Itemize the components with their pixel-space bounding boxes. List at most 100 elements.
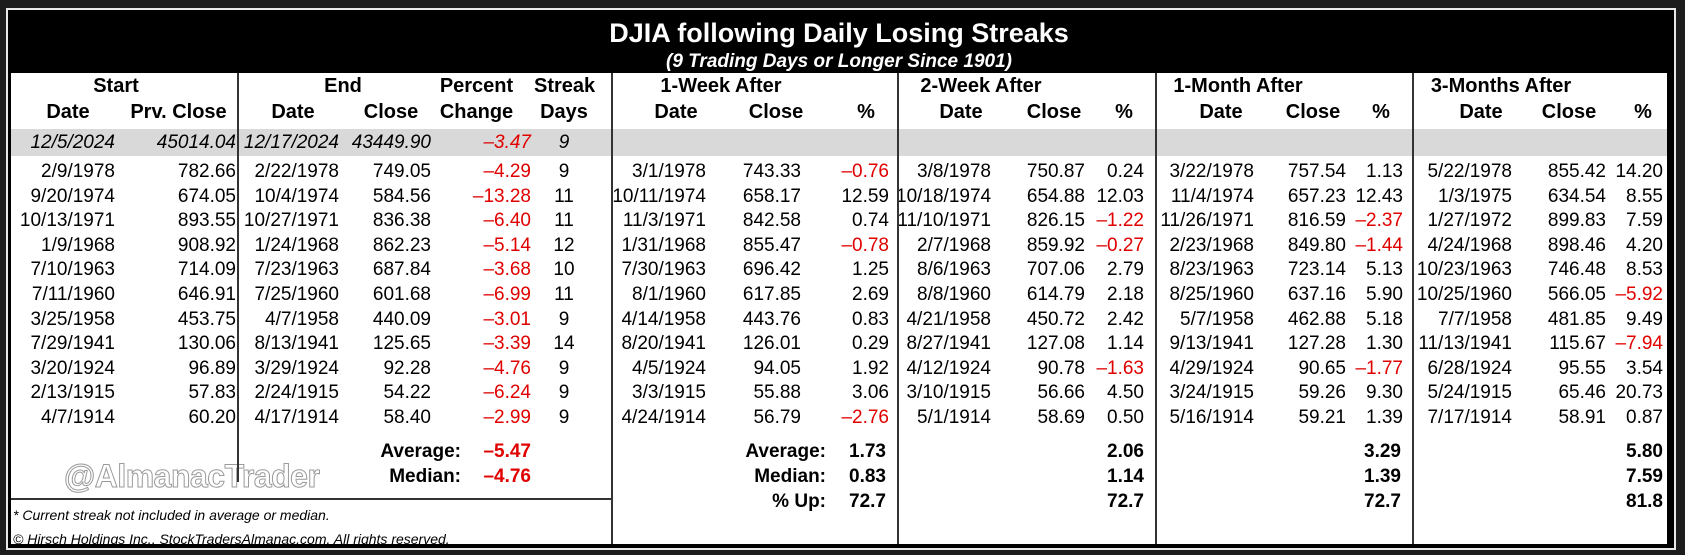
current-pct-change: –3.47: [483, 132, 531, 153]
cell-pct-change: –13.28: [472, 186, 531, 207]
cell-2w-pct: –1.63: [1096, 358, 1144, 379]
cell-start-date: 2/9/1978: [41, 161, 115, 182]
cell-end-date: 4/17/1914: [254, 407, 339, 428]
cell-start-date: 3/20/1924: [30, 358, 115, 379]
cell-2w-date: 10/18/1974: [896, 186, 992, 207]
cell-1w-close: 617.85: [742, 284, 801, 305]
cell-prv-close: 893.55: [177, 210, 236, 231]
cell-1m-date: 8/23/1963: [1169, 259, 1254, 280]
cell-1w-pct: 12.59: [841, 186, 889, 207]
cell-2w-pct: 0.24: [1107, 161, 1144, 182]
cell-1m-close: 657.23: [1287, 186, 1346, 207]
cell-pct-change: –6.99: [483, 284, 531, 305]
cell-2w-date: 11/10/1971: [897, 210, 991, 231]
cell-pct-change: –6.24: [483, 382, 531, 403]
cell-2w-date: 4/12/1924: [906, 358, 991, 379]
median-1m: 1.39: [1364, 466, 1401, 487]
divider-3months: [1412, 73, 1414, 544]
cell-end-date: 1/24/1968: [254, 235, 339, 256]
cell-1m-date: 11/4/1974: [1170, 186, 1254, 207]
cell-pct-change: –4.29: [483, 161, 531, 182]
cell-1w-date: 8/1/1960: [632, 284, 706, 305]
subheader-end-date: Date: [271, 101, 315, 123]
cell-3m-pct: 7.59: [1626, 210, 1663, 231]
cell-2w-close: 90.78: [1037, 358, 1085, 379]
cell-3m-pct: 8.53: [1626, 259, 1663, 280]
title-bar: DJIA following Daily Losing Streaks (9 T…: [11, 13, 1667, 73]
cell-prv-close: 782.66: [177, 161, 236, 182]
cell-3m-close: 481.85: [1547, 309, 1606, 330]
cell-1w-close: 126.01: [742, 333, 801, 354]
cell-3m-close: 746.48: [1547, 259, 1606, 280]
cell-prv-close: 714.09: [177, 259, 236, 280]
cell-3m-close: 58.91: [1558, 407, 1606, 428]
cell-1m-close: 757.54: [1287, 161, 1346, 182]
cell-1w-date: 4/14/1958: [621, 309, 706, 330]
header-end: End: [324, 75, 362, 97]
header-3-months: 3-Months After: [1430, 75, 1572, 97]
cell-1w-pct: 1.25: [852, 259, 889, 280]
cell-streak-days: 11: [554, 284, 574, 305]
cell-1w-close: 696.42: [742, 259, 801, 280]
average-label: Average:: [380, 441, 461, 462]
median-change: –4.76: [483, 466, 531, 487]
subheader-2w-close: Close: [1026, 101, 1082, 123]
header-1-month: 1-Month After: [1173, 75, 1303, 97]
cell-3m-close: 566.05: [1547, 284, 1606, 305]
cell-1w-close: 743.33: [742, 161, 801, 182]
cell-1m-date: 9/13/1941: [1169, 333, 1254, 354]
average-1m: 3.29: [1364, 441, 1401, 462]
cell-end-date: 3/29/1924: [254, 358, 339, 379]
table-title: DJIA following Daily Losing Streaks: [609, 18, 1069, 48]
cell-start-date: 2/13/1915: [30, 382, 115, 403]
median-label: Median:: [389, 466, 461, 487]
cell-3m-close: 95.55: [1558, 358, 1606, 379]
cell-1w-close: 55.88: [753, 382, 801, 403]
current-streak-days: 9: [558, 132, 570, 153]
cell-1m-pct: –2.37: [1355, 210, 1403, 231]
up-label: % Up:: [772, 491, 826, 512]
cell-pct-change: –6.40: [483, 210, 531, 231]
cell-3m-date: 7/17/1914: [1427, 407, 1512, 428]
cell-2w-pct: 1.14: [1107, 333, 1144, 354]
cell-2w-close: 654.88: [1026, 186, 1085, 207]
cell-1w-pct: 0.83: [852, 309, 889, 330]
cell-1w-pct: –0.78: [841, 235, 889, 256]
cell-1m-pct: 5.90: [1366, 284, 1403, 305]
cell-1m-date: 3/24/1915: [1169, 382, 1254, 403]
cell-1w-date: 3/1/1978: [632, 161, 706, 182]
cell-2w-pct: 4.50: [1107, 382, 1144, 403]
cell-3m-pct: 9.49: [1626, 309, 1663, 330]
cell-1w-pct: 2.69: [852, 284, 889, 305]
cell-3m-pct: –7.94: [1615, 333, 1663, 354]
cell-start-date: 1/9/1968: [41, 235, 115, 256]
cell-start-date: 7/10/1963: [30, 259, 115, 280]
cell-prv-close: 130.06: [177, 333, 236, 354]
cell-2w-close: 859.92: [1026, 235, 1085, 256]
cell-1m-pct: 1.13: [1366, 161, 1403, 182]
header-2-week: 2-Week After: [920, 75, 1042, 97]
current-prv-close: 45014.04: [156, 132, 236, 153]
cell-1w-close: 94.05: [753, 358, 801, 379]
cell-3m-pct: 0.87: [1626, 407, 1663, 428]
cell-3m-date: 5/22/1978: [1427, 161, 1512, 182]
cell-end-close: 92.28: [383, 358, 431, 379]
cell-2w-pct: 0.50: [1107, 407, 1144, 428]
cell-1m-date: 11/26/1971: [1160, 210, 1254, 231]
cell-1w-close: 658.17: [742, 186, 801, 207]
subheader-3m-pct: %: [1634, 101, 1652, 123]
cell-2w-date: 8/8/1960: [917, 284, 991, 305]
cell-1w-date: 10/11/1974: [612, 186, 706, 207]
cell-3m-date: 4/24/1968: [1427, 235, 1512, 256]
cell-1m-close: 462.88: [1287, 309, 1346, 330]
subheader-1w-pct: %: [857, 101, 875, 123]
cell-3m-pct: 3.54: [1626, 358, 1663, 379]
cell-streak-days: 12: [553, 235, 575, 256]
cell-1m-pct: 12.43: [1355, 186, 1403, 207]
cell-2w-date: 8/6/1963: [917, 259, 991, 280]
footnote: * Current streak not included in average…: [13, 507, 330, 523]
cell-pct-change: –2.99: [483, 407, 531, 428]
subheader-1m-pct: %: [1372, 101, 1390, 123]
cell-prv-close: 57.83: [188, 382, 236, 403]
divider-start-end: [237, 73, 239, 482]
